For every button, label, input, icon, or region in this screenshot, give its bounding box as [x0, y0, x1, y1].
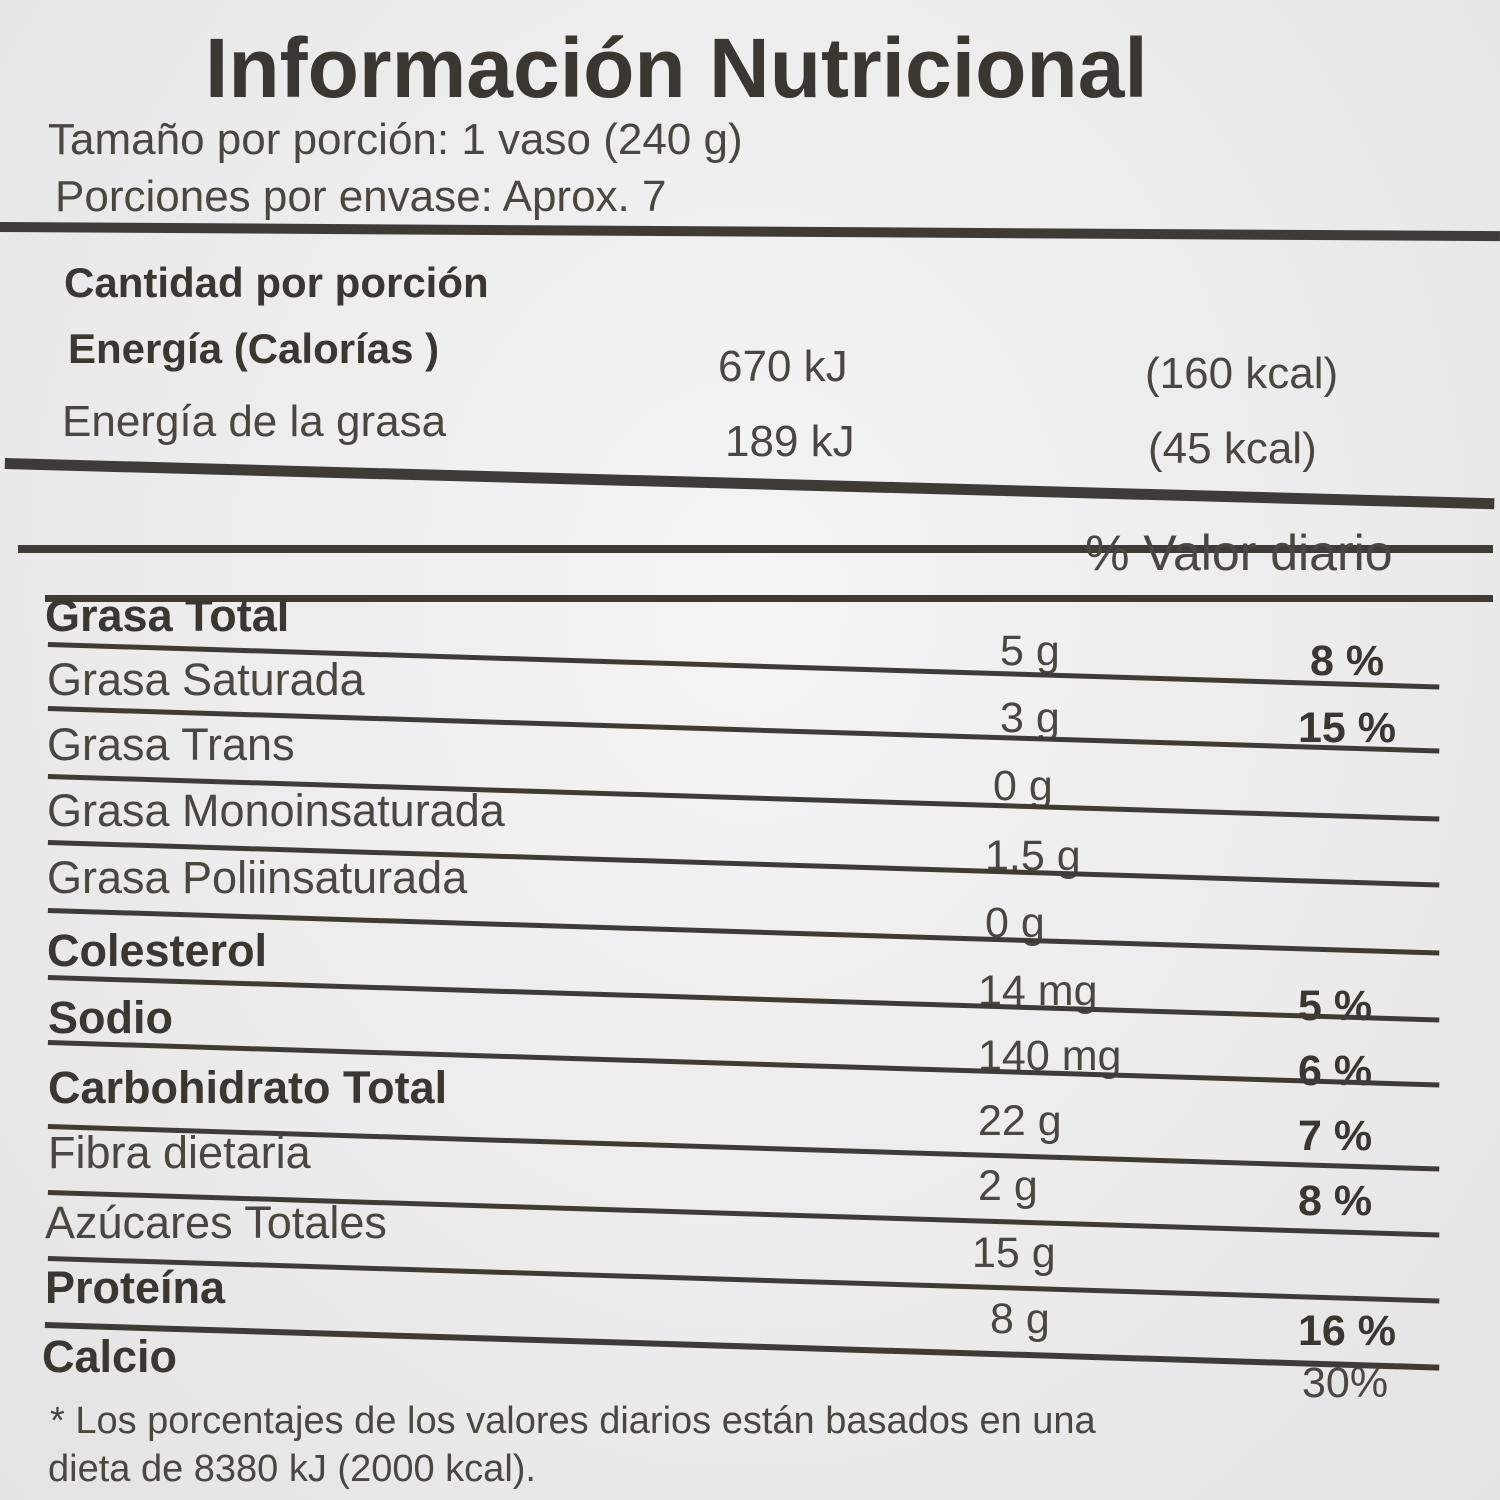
nutrient-name-poly-fat: Grasa Poliinsaturada [47, 852, 468, 903]
nutrient-name-sodium: Sodio [48, 992, 173, 1043]
thick-divider-top [0, 222, 1500, 242]
nutrient-name-calcium: Calcio [42, 1331, 178, 1382]
row-divider [44, 1322, 1440, 1371]
row-divider [47, 1256, 1440, 1304]
row-divider [47, 975, 1440, 1023]
energy-label: Energía (Calorías ) [68, 325, 440, 372]
nutrient-amount-carbohydrate: 22 g [978, 1097, 1062, 1145]
nutrient-amount-sugars: 15 g [972, 1229, 1056, 1277]
nutrient-name-saturated-fat: Grasa Saturada [47, 654, 365, 705]
label-title: Información Nutricional [205, 21, 1148, 115]
footnote-line-1: * Los porcentajes de los valores diarios… [50, 1400, 1096, 1442]
nutrient-name-carbohydrate: Carbohidrato Total [48, 1062, 448, 1113]
divider-dv [18, 545, 1493, 553]
servings-per-container: Porciones por envase: Aprox. 7 [55, 172, 667, 221]
nutrient-name-protein: Proteína [45, 1262, 226, 1313]
energy-kj: 670 kJ [718, 342, 848, 391]
energy-kcal: (160 kcal) [1145, 349, 1339, 398]
nutrient-dv-protein: 16 % [1298, 1307, 1397, 1355]
nutrient-amount-saturated-fat: 3 g [1000, 694, 1060, 742]
energy-fat-kj: 189 kJ [725, 417, 855, 466]
nutrient-dv-saturated-fat: 15 % [1298, 704, 1397, 752]
nutrient-name-fiber: Fibra dietaria [48, 1127, 311, 1178]
energy-fat-kcal: (45 kcal) [1148, 424, 1317, 473]
serving-size: Tamaño por porción: 1 vaso (240 g) [48, 115, 743, 164]
nutrient-name-total-fat: Grasa Total [45, 590, 290, 641]
daily-value-header: % Valor diario [1085, 525, 1393, 581]
nutrient-amount-trans-fat: 0 g [993, 762, 1053, 810]
divider-dv-bottom [45, 595, 1493, 602]
amount-per-serving: Cantidad por porción [64, 259, 489, 306]
nutrient-name-mono-fat: Grasa Monoinsaturada [47, 785, 505, 836]
nutrient-name-trans-fat: Grasa Trans [47, 719, 295, 770]
nutrient-dv-calcium: 30% [1302, 1359, 1389, 1407]
nutrient-dv-cholesterol: 5 % [1298, 982, 1373, 1030]
nutrient-name-sugars: Azúcares Totales [45, 1197, 387, 1248]
nutrient-amount-total-fat: 5 g [1000, 627, 1060, 675]
footnote-line-2: dieta de 8380 kJ (2000 kcal). [48, 1448, 536, 1490]
energy-fat-label: Energía de la grasa [62, 397, 447, 446]
nutrient-dv-sodium: 6 % [1298, 1047, 1373, 1095]
nutrient-dv-fiber: 8 % [1298, 1177, 1373, 1225]
nutrient-dv-total-fat: 8 % [1310, 637, 1385, 685]
nutrient-name-cholesterol: Colesterol [47, 925, 268, 976]
nutrient-amount-fiber: 2 g [978, 1162, 1038, 1210]
nutrient-amount-protein: 8 g [990, 1295, 1050, 1343]
nutrient-dv-carbohydrate: 7 % [1298, 1112, 1373, 1160]
